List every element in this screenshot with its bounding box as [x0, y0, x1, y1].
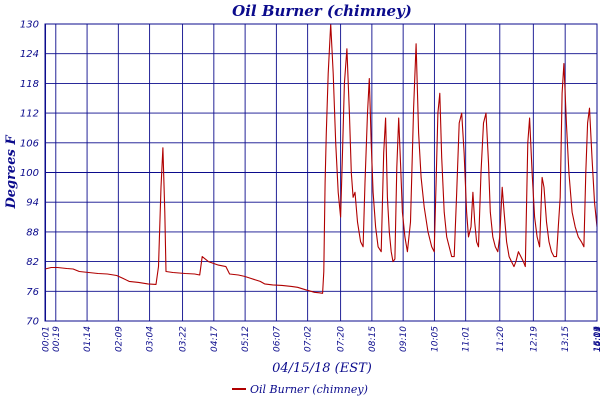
- x-tick-label: 11:01: [462, 326, 472, 352]
- grid-lines: [45, 23, 598, 322]
- x-tick-label: 04:17: [210, 326, 220, 352]
- y-axis-label: Degrees F: [4, 135, 19, 210]
- y-tick-label: 130: [20, 20, 39, 31]
- x-tick-label: 16:11: [593, 326, 600, 352]
- y-tick-label: 118: [20, 79, 39, 90]
- y-tick-label: 112: [20, 109, 39, 120]
- x-axis-ticks: 00:01 00:19 01:14 02:09 03:04 03:22 04:17 05:12…: [42, 326, 600, 352]
- x-tick-label: 01:14: [83, 326, 93, 352]
- series-line: [44, 23, 598, 294]
- legend: Oil Burner (chimney): [232, 383, 368, 396]
- y-axis-ticks: 70 76 82 88 94 100 106 112 118 124 130: [20, 20, 39, 328]
- x-tick-label: 15:09: [593, 326, 600, 352]
- x-tick-label: 03:22: [179, 326, 189, 352]
- y-tick-label: 94: [26, 198, 39, 209]
- y-tick-label: 106: [20, 138, 39, 149]
- y-tick-label: 100: [20, 168, 39, 179]
- x-tick-label: 00:01: [42, 326, 52, 352]
- x-axis-label: 04/15/18 (EST): [272, 361, 372, 376]
- x-tick-label: 00:19: [52, 326, 62, 352]
- x-tick-label: 07:02: [304, 326, 314, 352]
- x-tick-label: 05:12: [241, 326, 251, 352]
- chart-title: Oil Burner (chimney): [232, 2, 412, 20]
- x-tick-label: 13:15: [561, 326, 571, 352]
- y-tick-label: 124: [20, 49, 39, 60]
- x-tick-label: 11:20: [496, 326, 506, 352]
- y-tick-label: 70: [26, 317, 39, 328]
- y-tick-label: 82: [26, 257, 39, 268]
- x-tick-label: 02:09: [114, 326, 124, 352]
- x-tick-label: 10:05: [430, 326, 440, 352]
- x-tick-label: 09:10: [399, 326, 409, 352]
- x-tick-label: 12:19: [529, 326, 539, 352]
- y-tick-label: 76: [26, 287, 39, 298]
- plot-frame: [44, 23, 598, 322]
- y-tick-label: 88: [26, 227, 39, 238]
- x-tick-label: 07:20: [337, 326, 347, 352]
- x-tick-label: 03:04: [146, 326, 156, 352]
- x-tick-label: 14:11: [593, 326, 600, 352]
- series-layer: [44, 23, 598, 294]
- x-tick-label: 08:15: [368, 326, 378, 352]
- x-tick-label: 06:07: [272, 326, 282, 352]
- legend-label: Oil Burner (chimney): [250, 383, 368, 396]
- x-tick-label: 16:04: [593, 326, 600, 352]
